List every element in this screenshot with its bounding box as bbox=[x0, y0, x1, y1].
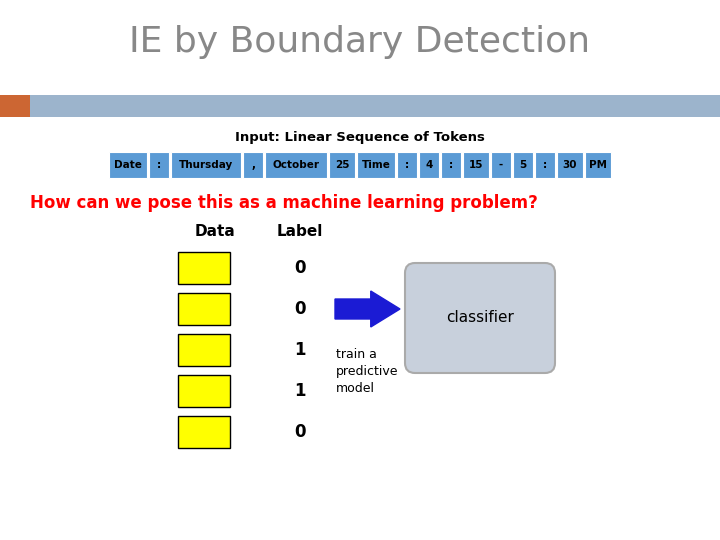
Text: How can we pose this as a machine learning problem?: How can we pose this as a machine learni… bbox=[30, 194, 538, 212]
Bar bbox=[463, 152, 489, 178]
Text: 0: 0 bbox=[294, 300, 306, 318]
Bar bbox=[178, 375, 230, 407]
Bar bbox=[419, 152, 439, 178]
Text: IE by Boundary Detection: IE by Boundary Detection bbox=[130, 25, 590, 59]
Text: Data: Data bbox=[194, 225, 235, 240]
Text: Label: Label bbox=[276, 225, 323, 240]
Text: Input: Linear Sequence of Tokens: Input: Linear Sequence of Tokens bbox=[235, 131, 485, 144]
Bar bbox=[243, 152, 263, 178]
Bar bbox=[178, 252, 230, 284]
Bar bbox=[329, 152, 355, 178]
Bar bbox=[0, 95, 720, 117]
Bar bbox=[0, 95, 30, 117]
Text: ,: , bbox=[251, 160, 255, 170]
Text: train a
predictive
model: train a predictive model bbox=[336, 348, 398, 395]
Bar bbox=[557, 152, 583, 178]
Text: :: : bbox=[157, 160, 161, 170]
Bar bbox=[535, 152, 555, 178]
Polygon shape bbox=[335, 291, 400, 327]
FancyBboxPatch shape bbox=[405, 263, 555, 373]
Text: Thursday: Thursday bbox=[179, 160, 233, 170]
Bar bbox=[357, 152, 395, 178]
Bar bbox=[178, 293, 230, 325]
Bar bbox=[441, 152, 461, 178]
Text: 1: 1 bbox=[294, 382, 306, 400]
Text: 25: 25 bbox=[335, 160, 349, 170]
Text: Time: Time bbox=[361, 160, 390, 170]
Text: 1: 1 bbox=[294, 341, 306, 359]
Text: Date: Date bbox=[114, 160, 142, 170]
Text: classifier: classifier bbox=[446, 310, 514, 326]
Text: 30: 30 bbox=[563, 160, 577, 170]
Bar bbox=[513, 152, 533, 178]
Text: :: : bbox=[543, 160, 547, 170]
Bar bbox=[109, 152, 147, 178]
Bar bbox=[149, 152, 169, 178]
Bar bbox=[585, 152, 611, 178]
Text: :: : bbox=[405, 160, 409, 170]
Bar bbox=[491, 152, 511, 178]
Text: 15: 15 bbox=[469, 160, 483, 170]
Text: :: : bbox=[449, 160, 453, 170]
Bar bbox=[178, 416, 230, 448]
Bar bbox=[265, 152, 327, 178]
Text: 4: 4 bbox=[426, 160, 433, 170]
Text: PM: PM bbox=[589, 160, 607, 170]
Bar bbox=[171, 152, 241, 178]
Text: -: - bbox=[499, 160, 503, 170]
Bar bbox=[397, 152, 417, 178]
Text: 0: 0 bbox=[294, 423, 306, 441]
Text: 5: 5 bbox=[519, 160, 526, 170]
Text: 0: 0 bbox=[294, 259, 306, 277]
Text: October: October bbox=[272, 160, 320, 170]
Bar bbox=[178, 334, 230, 366]
